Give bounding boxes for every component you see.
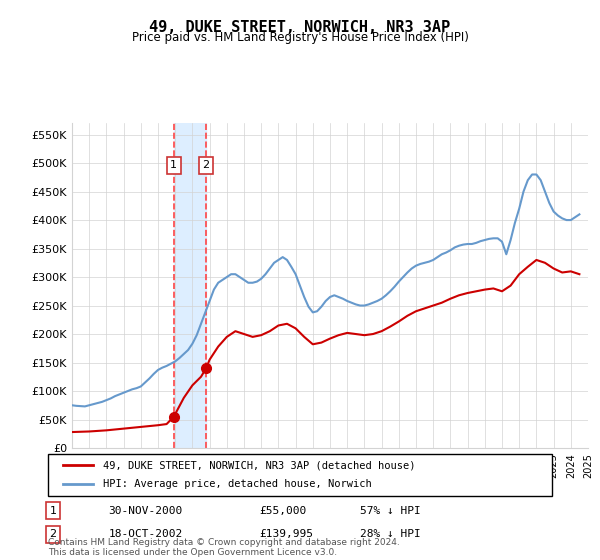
Text: 49, DUKE STREET, NORWICH, NR3 3AP (detached house): 49, DUKE STREET, NORWICH, NR3 3AP (detac… xyxy=(103,460,416,470)
Text: 2: 2 xyxy=(49,529,56,539)
Text: £55,000: £55,000 xyxy=(260,506,307,516)
Bar xyxy=(174,123,206,448)
Text: Price paid vs. HM Land Registry's House Price Index (HPI): Price paid vs. HM Land Registry's House … xyxy=(131,31,469,44)
Text: 1: 1 xyxy=(170,160,178,170)
Text: 2: 2 xyxy=(203,160,210,170)
Text: 1: 1 xyxy=(50,506,56,516)
Text: 18-OCT-2002: 18-OCT-2002 xyxy=(109,529,183,539)
Text: 57% ↓ HPI: 57% ↓ HPI xyxy=(361,506,421,516)
Text: 49, DUKE STREET, NORWICH, NR3 3AP: 49, DUKE STREET, NORWICH, NR3 3AP xyxy=(149,20,451,35)
FancyBboxPatch shape xyxy=(48,454,552,496)
Text: £139,995: £139,995 xyxy=(260,529,314,539)
Text: 28% ↓ HPI: 28% ↓ HPI xyxy=(361,529,421,539)
Text: Contains HM Land Registry data © Crown copyright and database right 2024.
This d: Contains HM Land Registry data © Crown c… xyxy=(48,538,400,557)
Text: 30-NOV-2000: 30-NOV-2000 xyxy=(109,506,183,516)
Text: HPI: Average price, detached house, Norwich: HPI: Average price, detached house, Norw… xyxy=(103,479,372,489)
